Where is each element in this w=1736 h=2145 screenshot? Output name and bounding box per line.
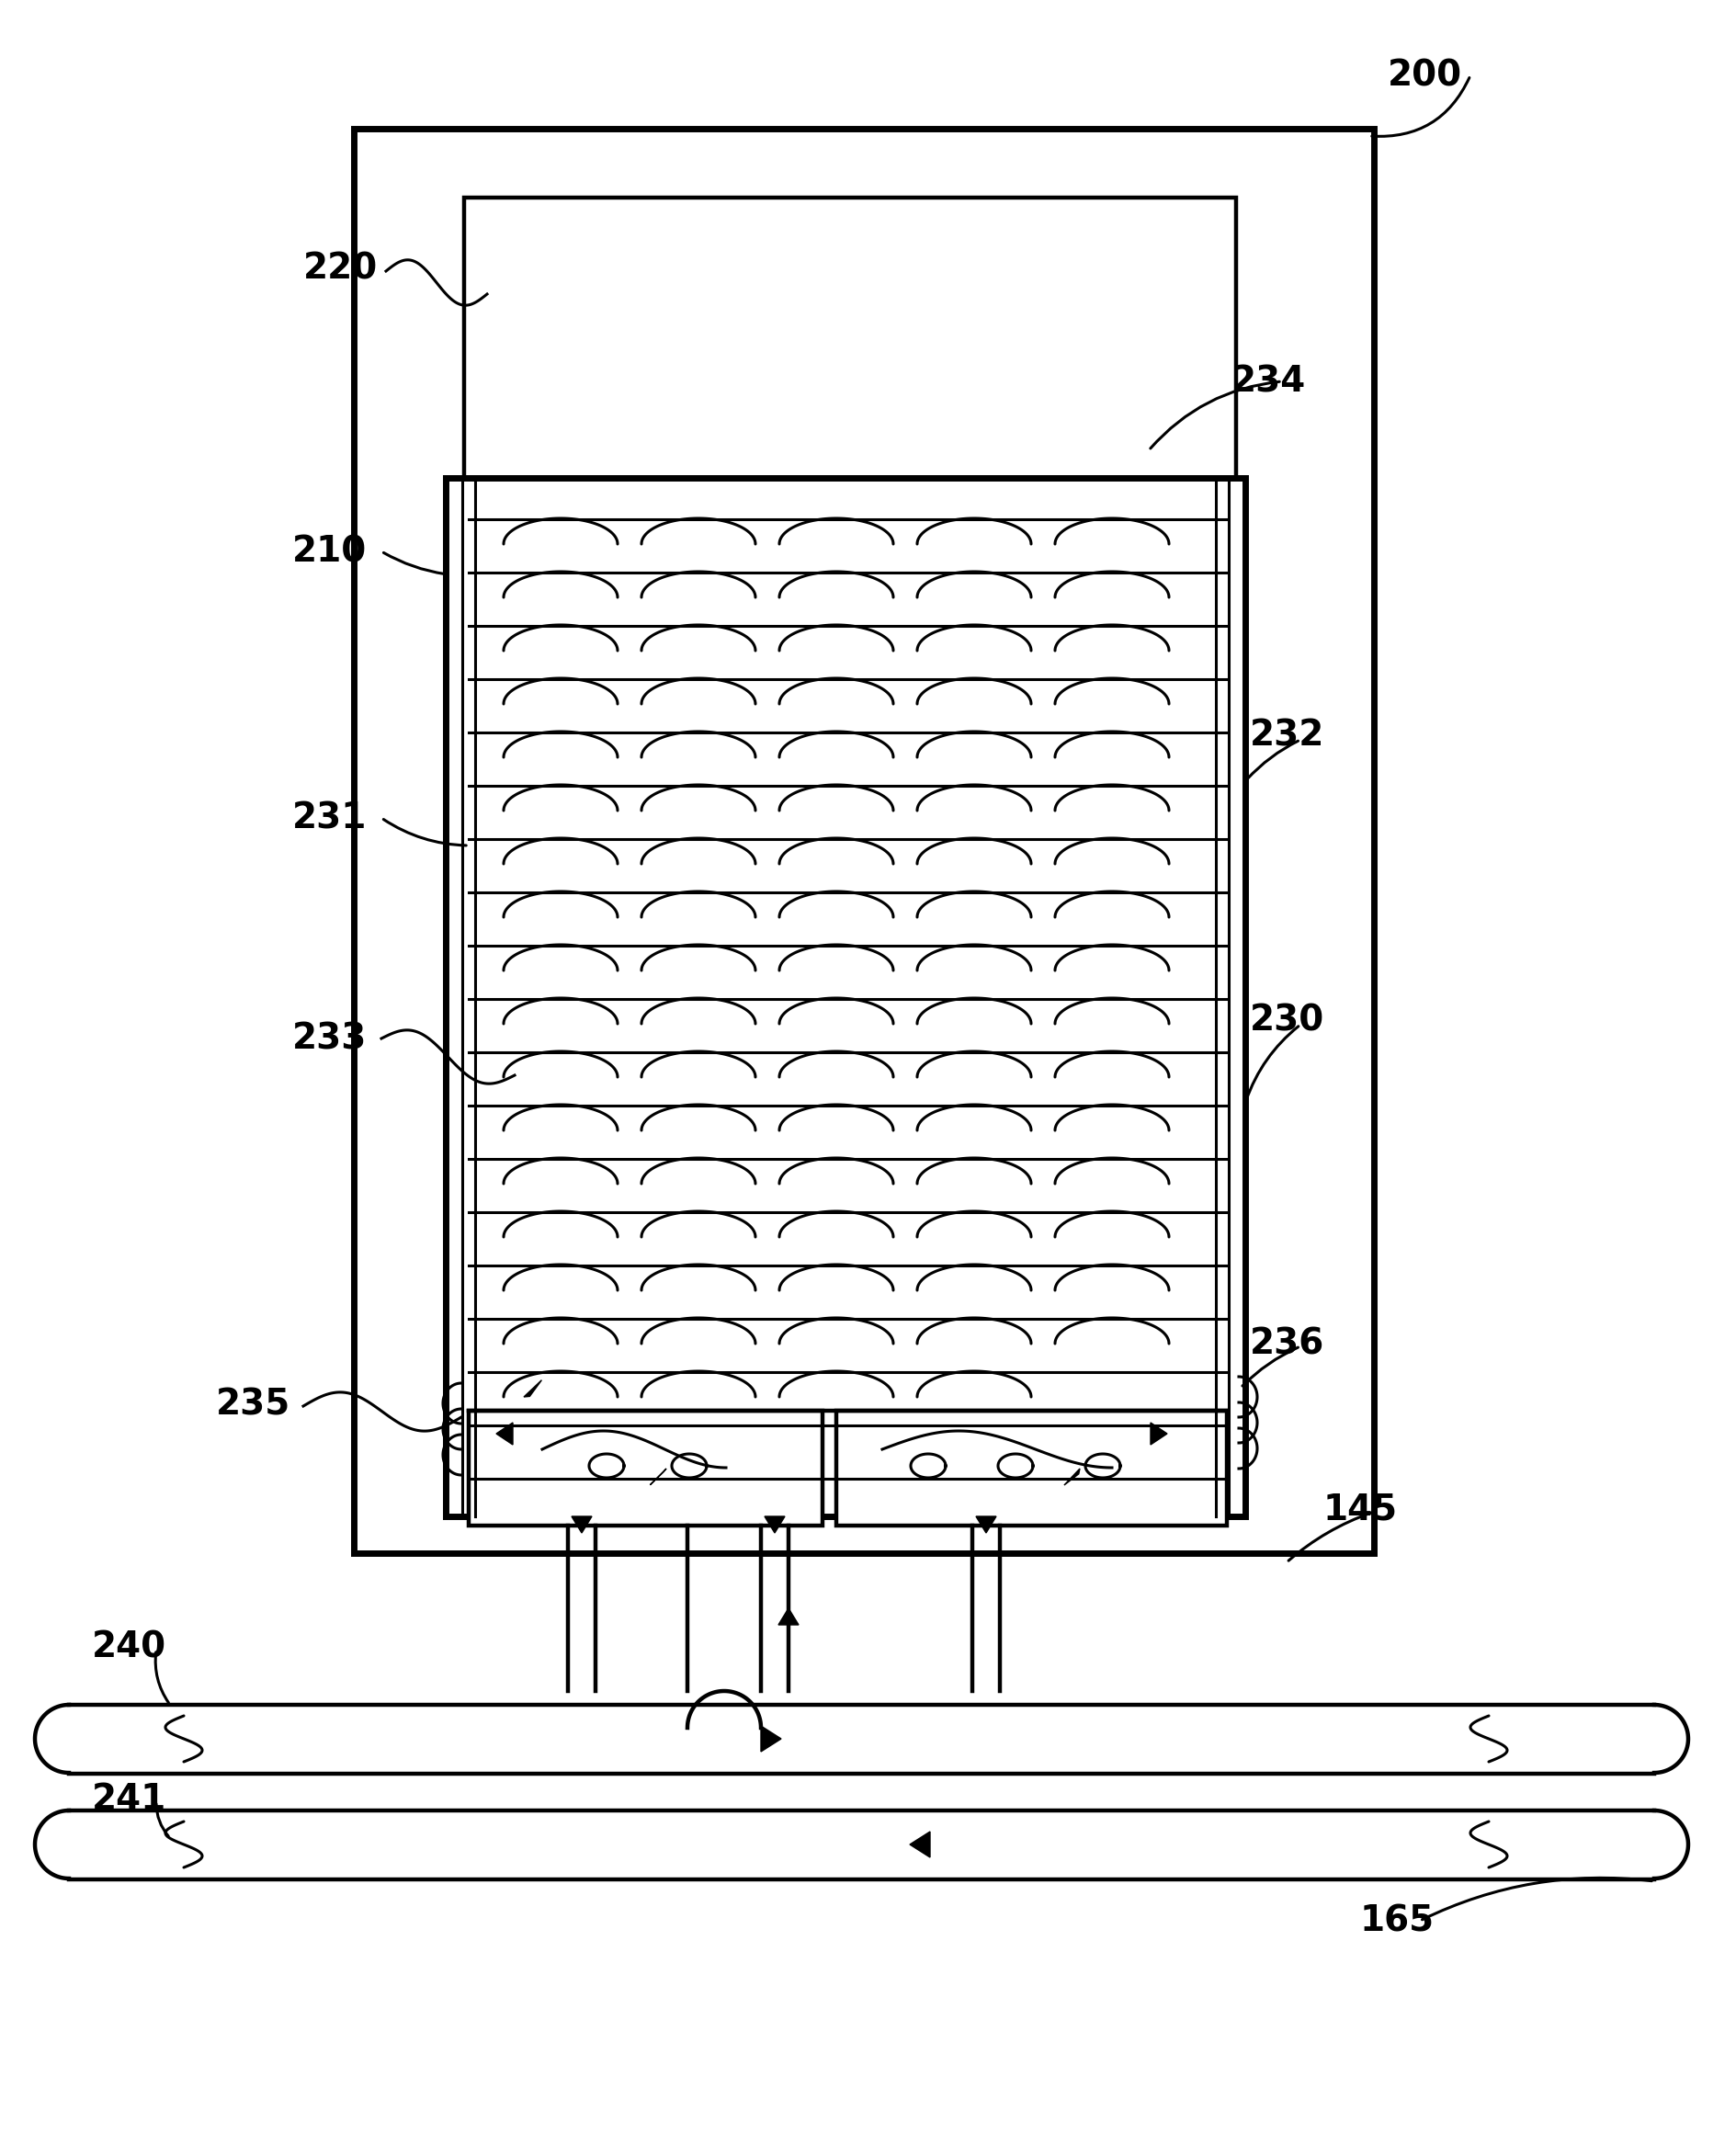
Text: 165: 165 xyxy=(1359,1903,1434,1939)
Polygon shape xyxy=(649,1469,667,1484)
Polygon shape xyxy=(524,1379,542,1396)
Text: 234: 234 xyxy=(1231,365,1305,399)
Text: 200: 200 xyxy=(1387,58,1462,92)
Text: 233: 233 xyxy=(292,1021,366,1055)
Bar xyxy=(354,129,1373,1553)
Text: 235: 235 xyxy=(215,1388,290,1422)
Polygon shape xyxy=(1064,1469,1080,1484)
Text: 232: 232 xyxy=(1250,719,1325,753)
Bar xyxy=(469,1411,823,1525)
Text: 220: 220 xyxy=(304,251,378,285)
Text: 145: 145 xyxy=(1323,1491,1397,1527)
Text: 236: 236 xyxy=(1250,1326,1325,1362)
Polygon shape xyxy=(976,1517,996,1534)
Bar xyxy=(837,1411,1227,1525)
Polygon shape xyxy=(764,1517,785,1534)
Polygon shape xyxy=(571,1517,592,1534)
Bar xyxy=(464,197,1236,478)
Polygon shape xyxy=(910,1832,930,1858)
Text: 230: 230 xyxy=(1250,1002,1325,1038)
Bar xyxy=(446,478,1245,1517)
Text: 210: 210 xyxy=(292,534,366,568)
Polygon shape xyxy=(496,1422,512,1446)
Polygon shape xyxy=(778,1609,799,1624)
Polygon shape xyxy=(1151,1422,1167,1446)
Text: 231: 231 xyxy=(292,800,366,834)
Polygon shape xyxy=(760,1727,781,1752)
Text: 241: 241 xyxy=(92,1782,167,1817)
Text: 240: 240 xyxy=(92,1630,167,1665)
